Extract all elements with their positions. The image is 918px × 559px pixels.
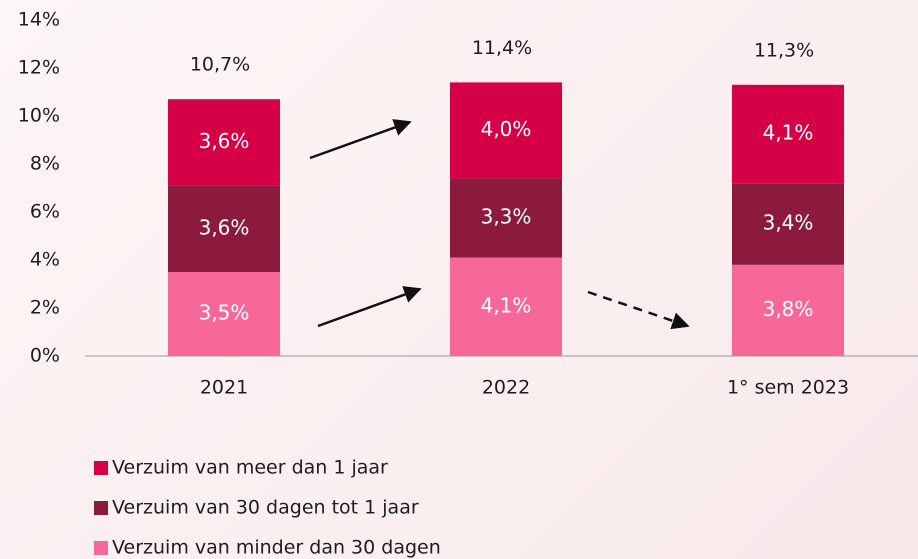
bar-segment [450, 82, 562, 179]
y-tick-label: 10% [18, 105, 60, 127]
x-tick-label: 2022 [482, 377, 530, 399]
bar-segment [732, 84, 844, 184]
bar-segment [732, 183, 844, 265]
data-label: 3,8% [763, 297, 814, 321]
total-label: 11,3% [754, 39, 814, 61]
data-label: 4,1% [481, 293, 532, 317]
total-label: 10,7% [190, 54, 250, 76]
legend-label: Verzuim van minder dan 30 dagen [112, 537, 441, 559]
arrow [317, 286, 422, 328]
x-tick-label: 2021 [200, 377, 248, 399]
legend-label: Verzuim van meer dan 1 jaar [112, 457, 388, 479]
legend-swatch [94, 501, 108, 515]
y-tick-label: 14% [18, 9, 60, 31]
bar-segment [450, 257, 562, 356]
total-label: 11,4% [472, 37, 532, 59]
data-label: 3,6% [199, 129, 250, 153]
data-label: 3,3% [481, 205, 532, 229]
legend-swatch [94, 461, 108, 475]
legend-label: Verzuim van 30 dagen tot 1 jaar [112, 497, 419, 519]
y-tick-label: 2% [30, 297, 60, 319]
y-tick-label: 0% [30, 345, 60, 367]
bar-segment [168, 99, 280, 186]
x-tick-label: 1° sem 2023 [727, 377, 849, 399]
y-tick-label: 6% [30, 201, 60, 223]
dashed-arrow [587, 290, 690, 330]
bar-segment [168, 272, 280, 356]
y-tick-label: 4% [30, 249, 60, 271]
data-label: 3,6% [199, 215, 250, 239]
arrow [309, 119, 412, 160]
data-label: 4,1% [763, 121, 814, 145]
bar-segment [450, 178, 562, 258]
data-label: 4,0% [481, 117, 532, 141]
y-tick-label: 12% [18, 57, 60, 79]
bar-segment [732, 264, 844, 356]
data-label: 3,4% [763, 211, 814, 235]
legend-swatch [94, 541, 108, 555]
data-label: 3,5% [199, 301, 250, 325]
y-tick-label: 8% [30, 153, 60, 175]
bar-segment [168, 185, 280, 272]
